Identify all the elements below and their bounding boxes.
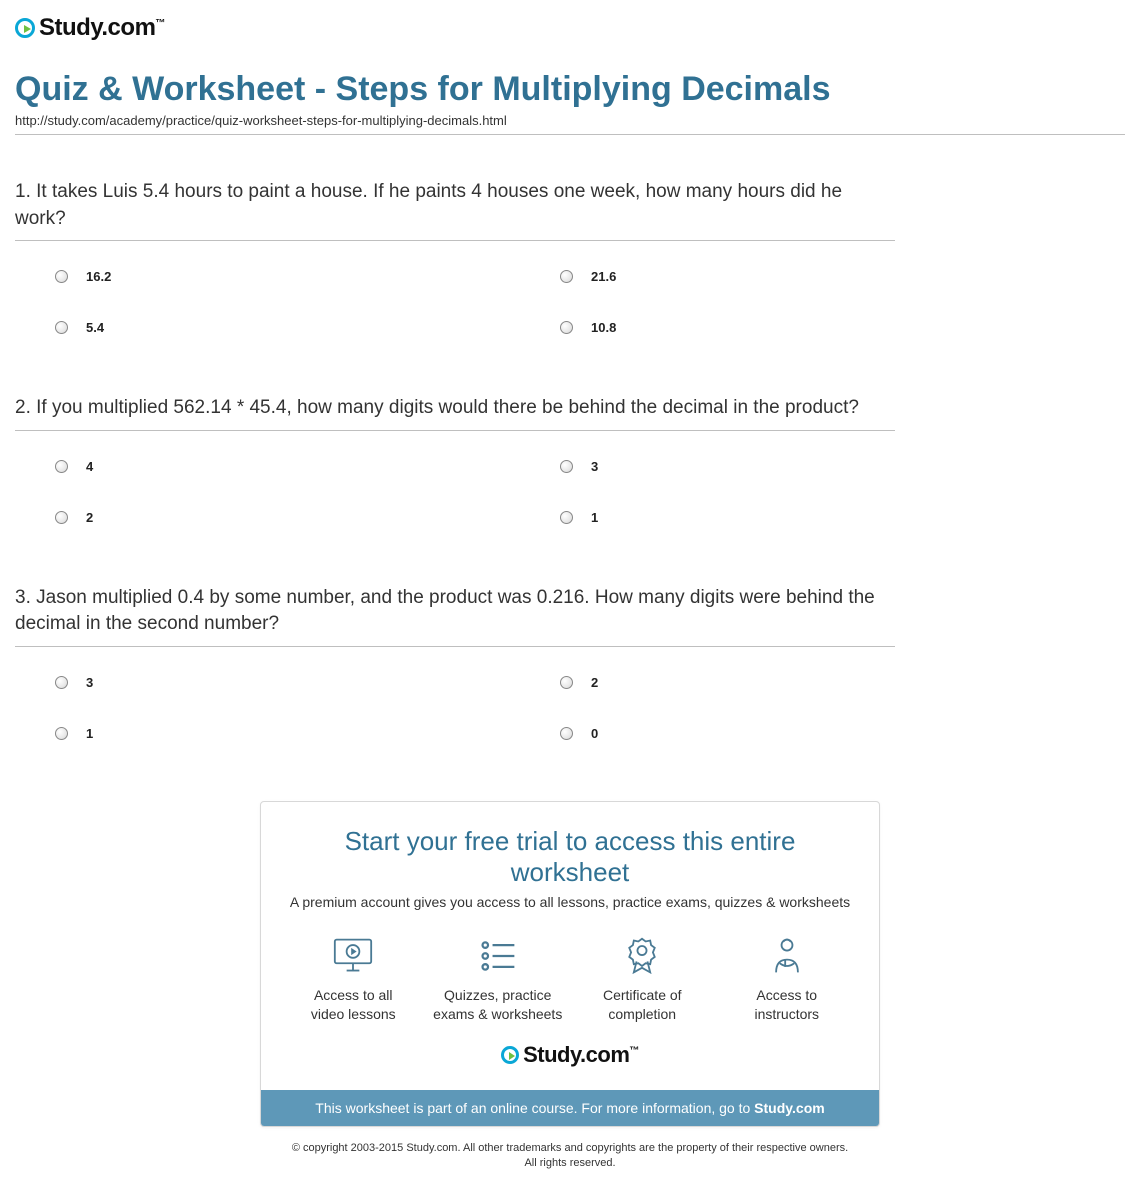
promo-inner: Start your free trial to access this ent… [261,802,879,1090]
logo-text: Study.com™ [39,14,165,42]
option[interactable]: 0 [560,726,1045,741]
page-title: Quiz & Worksheet - Steps for Multiplying… [15,70,1125,109]
brand-name: Study.com [39,14,155,41]
option[interactable]: 1 [560,510,1045,525]
options-grid: 16.2 21.6 5.4 10.8 [15,269,1125,335]
instructor-icon [765,936,809,976]
option-label: 2 [86,510,93,525]
question-text: 1. It takes Luis 5.4 hours to paint a ho… [15,179,895,241]
radio-icon [55,727,68,740]
radio-icon [55,460,68,473]
ribbon-icon [620,936,664,976]
option[interactable]: 3 [55,675,540,690]
feature-certificate: Certificate of completion [574,936,711,1024]
option[interactable]: 1 [55,726,540,741]
option-label: 4 [86,459,93,474]
question-text: 3. Jason multiplied 0.4 by some number, … [15,585,895,647]
option-label: 16.2 [86,269,111,284]
question-number: 2. [15,397,31,418]
option[interactable]: 5.4 [55,320,540,335]
options-grid: 4 3 2 1 [15,459,1125,525]
option-label: 21.6 [591,269,616,284]
option[interactable]: 3 [560,459,1045,474]
option[interactable]: 2 [560,675,1045,690]
radio-icon [55,511,68,524]
radio-icon [55,676,68,689]
promo-subtitle: A premium account gives you access to al… [285,894,855,910]
feature-instructors: Access to instructors [719,936,856,1024]
feature-text: Certificate of completion [603,986,682,1024]
promo-logo: Study.com™ [285,1042,855,1068]
option-label: 0 [591,726,598,741]
feature-quizzes: Quizzes, practice exams & worksheets [430,936,567,1024]
feature-text: Quizzes, practice exams & worksheets [433,986,562,1024]
option[interactable]: 2 [55,510,540,525]
list-icon [476,936,520,976]
radio-icon [560,460,573,473]
question-text: 2. If you multiplied 562.14 * 45.4, how … [15,395,895,431]
radio-icon [560,270,573,283]
monitor-icon [331,936,375,976]
radio-icon [55,321,68,334]
question-body: Jason multiplied 0.4 by some number, and… [15,587,875,635]
feature-text: Access to instructors [754,986,819,1024]
radio-icon [560,727,573,740]
page-url: http://study.com/academy/practice/quiz-w… [15,113,1125,128]
question-number: 3. [15,587,31,608]
promo-title: Start your free trial to access this ent… [285,826,855,888]
brand-tm: ™ [155,18,165,29]
option[interactable]: 16.2 [55,269,540,284]
play-icon [501,1046,519,1064]
title-divider [15,134,1125,135]
site-logo: Study.com™ [15,14,1125,42]
option-label: 3 [591,459,598,474]
promo-bar: This worksheet is part of an online cour… [261,1090,879,1126]
promo-box: Start your free trial to access this ent… [260,801,880,1127]
question-body: It takes Luis 5.4 hours to paint a house… [15,181,842,229]
feature-video-lessons: Access to all video lessons [285,936,422,1024]
radio-icon [560,676,573,689]
question-block: 1. It takes Luis 5.4 hours to paint a ho… [15,179,1125,335]
option-label: 1 [591,510,598,525]
play-icon [15,18,35,38]
question-block: 3. Jason multiplied 0.4 by some number, … [15,585,1125,741]
options-grid: 3 2 1 0 [15,675,1125,741]
question-number: 1. [15,181,31,202]
promo-bar-text: This worksheet is part of an online cour… [315,1100,754,1116]
option-label: 1 [86,726,93,741]
promo-bar-link[interactable]: Study.com [754,1100,825,1116]
radio-icon [560,321,573,334]
logo-text: Study.com™ [523,1042,639,1068]
option[interactable]: 21.6 [560,269,1045,284]
option[interactable]: 4 [55,459,540,474]
option-label: 10.8 [591,320,616,335]
option-label: 5.4 [86,320,104,335]
radio-icon [560,511,573,524]
question-body: If you multiplied 562.14 * 45.4, how man… [36,397,859,418]
option-label: 3 [86,675,93,690]
feature-text: Access to all video lessons [311,986,396,1024]
option-label: 2 [591,675,598,690]
radio-icon [55,270,68,283]
option[interactable]: 10.8 [560,320,1045,335]
feature-row: Access to all video lessons Quizzes, pra… [285,936,855,1024]
copyright: © copyright 2003-2015 Study.com. All oth… [15,1141,1125,1172]
question-block: 2. If you multiplied 562.14 * 45.4, how … [15,395,1125,525]
